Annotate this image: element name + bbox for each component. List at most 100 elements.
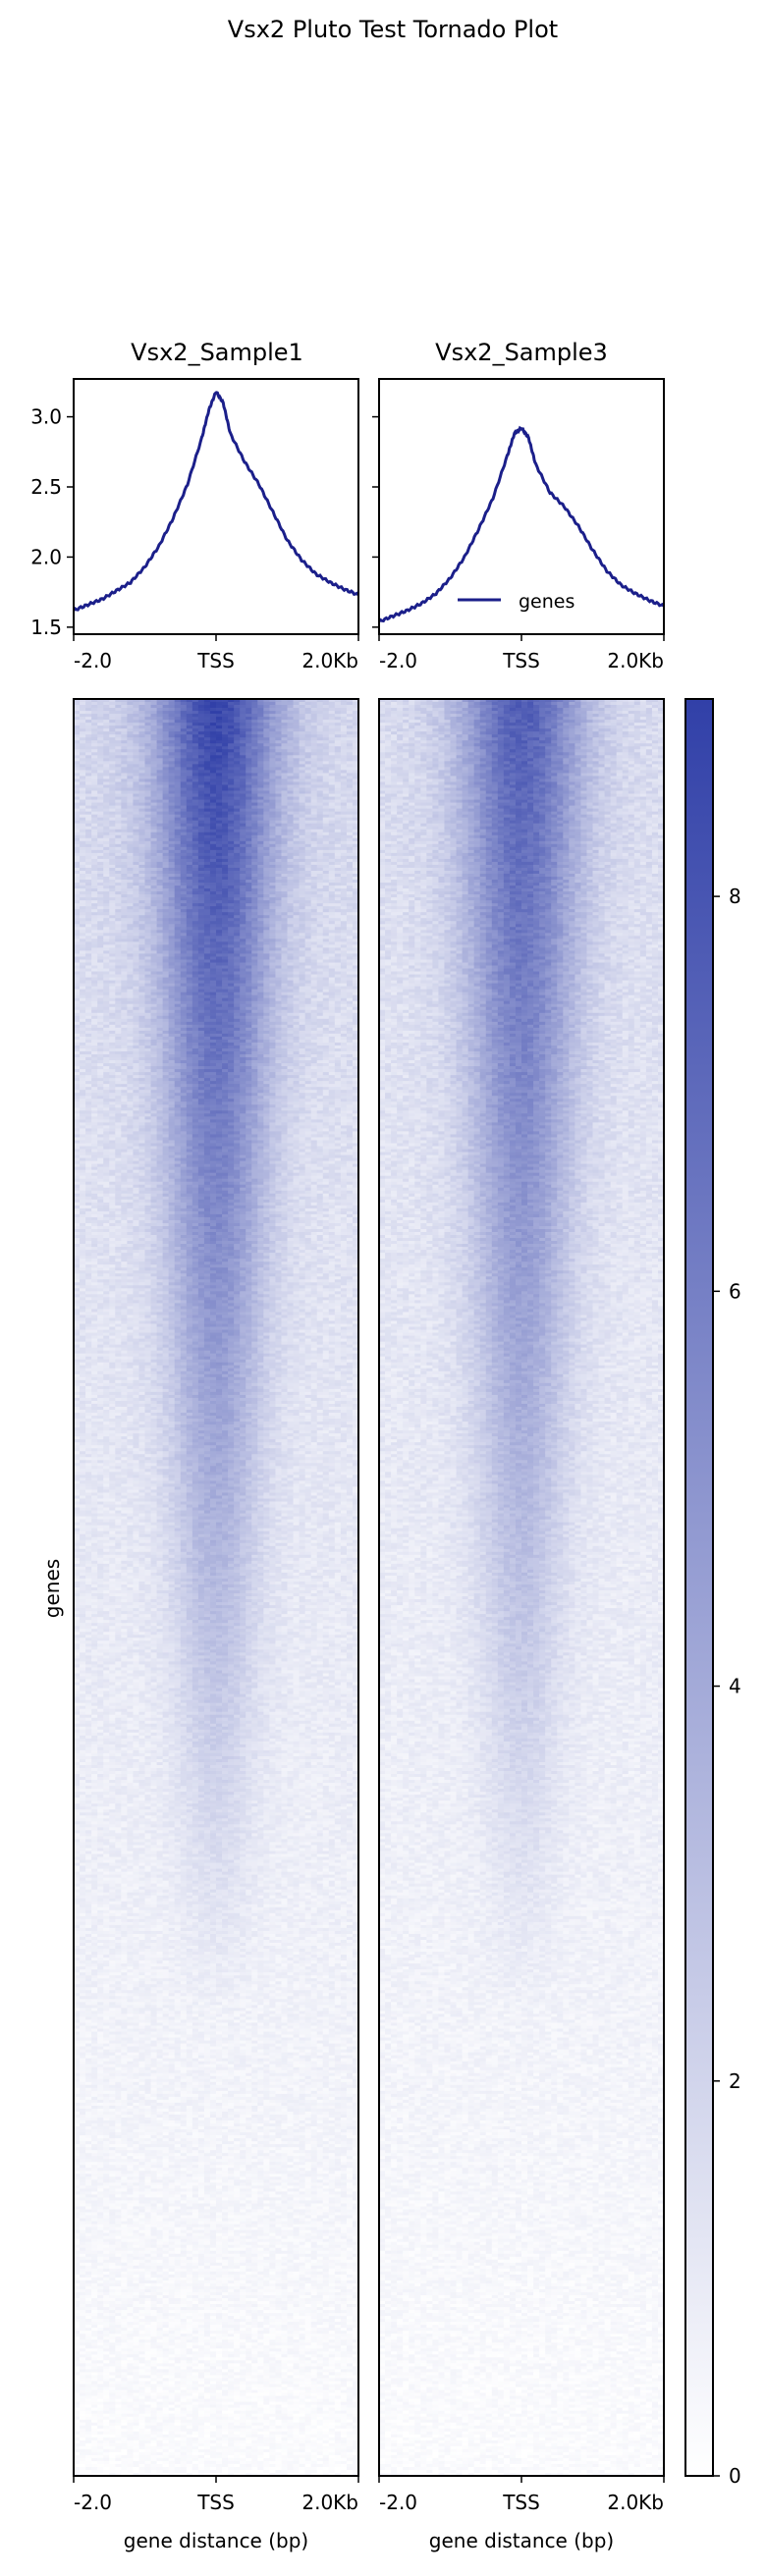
- heatmap-cell: [234, 776, 240, 778]
- heatmap-cell: [251, 841, 257, 844]
- heatmap-cell: [157, 755, 163, 758]
- heatmap-cell: [103, 725, 109, 728]
- heatmap-cell: [103, 859, 109, 862]
- heatmap-cell: [269, 743, 275, 746]
- heatmap-cell: [80, 806, 85, 809]
- heatmap-cell: [228, 720, 234, 723]
- heatmap-cell: [335, 800, 341, 803]
- heatmap-cell: [234, 773, 240, 776]
- heatmap-cell: [305, 880, 311, 883]
- heatmap-cell: [192, 755, 198, 758]
- heatmap-cell: [133, 874, 138, 877]
- heatmap-cell: [222, 812, 228, 815]
- heatmap-cell: [251, 743, 257, 746]
- heatmap-cell: [133, 868, 138, 871]
- heatmap-cell: [163, 835, 169, 838]
- heatmap-cell: [181, 797, 187, 800]
- heatmap-cell: [138, 856, 144, 859]
- heatmap-cell: [246, 702, 251, 705]
- heatmap-cell: [335, 788, 341, 791]
- heatmap-cell: [240, 838, 246, 841]
- heatmap-cell: [80, 794, 85, 797]
- heatmap-cell: [317, 815, 323, 818]
- heatmap-cell: [335, 752, 341, 755]
- heatmap-cell: [109, 841, 115, 844]
- heatmap-cell: [335, 835, 341, 838]
- heatmap-cell: [181, 705, 187, 708]
- heatmap-cell: [294, 770, 300, 773]
- heatmap-cell: [127, 702, 133, 705]
- heatmap-cell: [288, 725, 294, 728]
- heatmap-cell: [269, 720, 275, 723]
- heatmap-cell: [288, 821, 294, 824]
- heatmap-cell: [234, 770, 240, 773]
- heatmap-cell: [263, 791, 269, 794]
- heatmap-cell: [329, 743, 335, 746]
- heatmap-cell: [335, 827, 341, 830]
- heatmap-cell: [145, 773, 151, 776]
- heatmap-cell: [335, 815, 341, 818]
- heatmap-cell: [288, 850, 294, 853]
- heatmap-cell: [311, 838, 317, 841]
- heatmap-cell: [335, 731, 341, 734]
- heatmap-cell: [335, 832, 341, 835]
- heatmap-cell: [335, 830, 341, 832]
- heatmap-cell: [97, 883, 103, 886]
- legend-label: genes: [519, 591, 574, 613]
- heatmap-cell: [91, 758, 97, 761]
- heatmap-cell: [294, 841, 300, 844]
- heatmap-cell: [109, 717, 115, 720]
- heatmap-cell: [288, 773, 294, 776]
- heatmap-cell: [80, 791, 85, 794]
- heatmap-cell: [103, 770, 109, 773]
- heatmap-cell: [288, 809, 294, 812]
- heatmap-cell: [294, 821, 300, 824]
- figure-title: Vsx2 Pluto Test Tornado Plot: [228, 16, 558, 43]
- heatmap-cell: [275, 871, 281, 874]
- heatmap-cell: [103, 761, 109, 764]
- heatmap-cell: [216, 781, 222, 784]
- heatmap-cell: [80, 886, 85, 888]
- heatmap-cell: [216, 862, 222, 865]
- heatmap-cell: [240, 865, 246, 868]
- heatmap-cell: [157, 737, 163, 740]
- heatmap-cell: [210, 758, 216, 761]
- heatmap-cell: [151, 859, 157, 862]
- heatmap-cell: [187, 871, 192, 874]
- heatmap-cell: [305, 812, 311, 815]
- heatmap-cell: [311, 827, 317, 830]
- heatmap-cell: [323, 815, 329, 818]
- heatmap-cell: [175, 746, 181, 749]
- heatmap-cell: [329, 720, 335, 723]
- heatmap-cell: [234, 758, 240, 761]
- heatmap-cell: [181, 800, 187, 803]
- heatmap-cell: [115, 740, 121, 743]
- heatmap-cell: [204, 877, 210, 880]
- heatmap-cell: [163, 717, 169, 720]
- heatmap-cell: [257, 812, 263, 815]
- heatmap-cell: [240, 725, 246, 728]
- heatmap-cell: [145, 743, 151, 746]
- heatmap-cell: [269, 865, 275, 868]
- heatmap-cell: [121, 755, 127, 758]
- heatmap-cell: [138, 770, 144, 773]
- heatmap-cell: [198, 835, 204, 838]
- heatmap-cell: [305, 838, 311, 841]
- heatmap-cell: [192, 711, 198, 714]
- heatmap-cell: [269, 877, 275, 880]
- heatmap-cell: [257, 737, 263, 740]
- heatmap-cell: [127, 755, 133, 758]
- heatmap-cell: [91, 752, 97, 755]
- heatmap-cell: [317, 776, 323, 778]
- heatmap-cell: [187, 850, 192, 853]
- heatmap-cell: [288, 717, 294, 720]
- heatmap-cell: [222, 856, 228, 859]
- heatmap-cell: [145, 746, 151, 749]
- heatmap-cell: [85, 812, 91, 815]
- heatmap-cell: [169, 702, 175, 705]
- heatmap-cell: [234, 705, 240, 708]
- heatmap-cell: [269, 827, 275, 830]
- heatmap-cell: [175, 818, 181, 821]
- heatmap-cell: [187, 797, 192, 800]
- heatmap-cell: [341, 856, 347, 859]
